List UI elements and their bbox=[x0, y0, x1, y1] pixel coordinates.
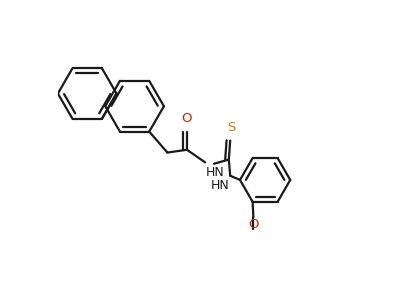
Text: HN: HN bbox=[211, 179, 229, 192]
Text: S: S bbox=[228, 122, 236, 135]
Text: HN: HN bbox=[206, 166, 225, 179]
Text: O: O bbox=[248, 218, 259, 231]
Text: O: O bbox=[182, 113, 192, 125]
